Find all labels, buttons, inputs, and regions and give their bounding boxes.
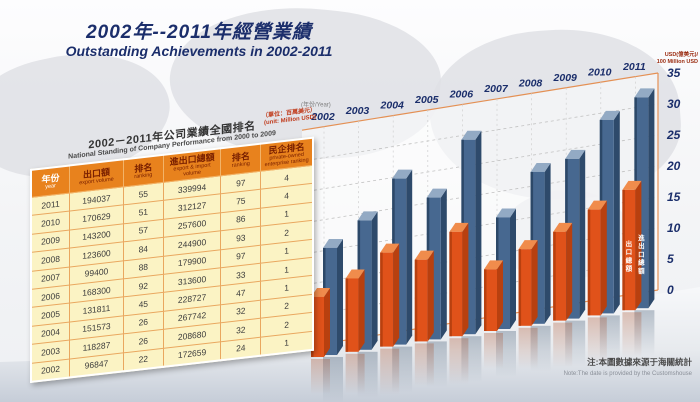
bar-export-2007 <box>484 260 503 331</box>
axis-tick-label: 15 <box>667 190 681 204</box>
axis-tick-label: 10 <box>667 221 681 235</box>
value-axis-unit-label: USD(億美元)/ <box>665 50 699 58</box>
bar-reflection <box>553 322 573 368</box>
svg-text:出: 出 <box>638 241 645 250</box>
axis-tick-label: 25 <box>666 128 681 142</box>
bar-reflection <box>484 333 503 369</box>
svg-text:額: 額 <box>625 264 633 273</box>
bar-export-2004 <box>380 243 400 347</box>
bar-reflection <box>587 317 607 364</box>
series-label-total: 進出口總額 <box>637 233 645 275</box>
bar-reflection <box>518 327 538 369</box>
svg-text:口: 口 <box>626 248 633 256</box>
svg-text:出: 出 <box>626 239 633 248</box>
svg-text:進: 進 <box>638 233 645 242</box>
svg-text:口: 口 <box>638 250 645 258</box>
source-note-en: Note:The date is provided by the Customs… <box>564 371 693 377</box>
bar-export-2005 <box>414 250 434 342</box>
year-label: 2007 <box>483 83 509 95</box>
bar-export-2003 <box>345 269 365 352</box>
source-note-zh: 注:本圖數據來源于海關統計 <box>587 357 692 367</box>
bar-export-2006 <box>449 222 469 337</box>
value-axis-unit-label: 100 Million USD <box>657 59 698 65</box>
ranking-table-card: （單位：百萬美元） (unit: Million USD) 2002－2011年… <box>30 107 316 383</box>
bar-reflection <box>380 348 400 395</box>
svg-text:總: 總 <box>638 258 645 267</box>
bar-export-2010 <box>587 200 607 316</box>
year-label: 2003 <box>345 105 370 117</box>
year-label: 2006 <box>449 89 474 101</box>
axis-tick-label: 35 <box>667 66 681 80</box>
bar-export-2009 <box>553 222 573 321</box>
bar-export-2011 <box>622 180 642 311</box>
bar-reflection <box>345 353 365 394</box>
svg-text:額: 額 <box>637 266 645 275</box>
svg-text:總: 總 <box>626 255 633 264</box>
year-label: 2009 <box>553 72 578 84</box>
ranking-table: 年份 year 出口額 export volume 排名 ranking 進出口總額 expo… <box>30 136 314 383</box>
axis-tick-label: 5 <box>667 252 674 266</box>
ranking-table-body: 2011 194037 55 339994 97 4 2010 170629 51 312127 7… <box>31 165 313 382</box>
year-label: 2004 <box>380 100 405 112</box>
year-label: 2002 <box>310 111 335 123</box>
main-title: 2002年--2011年經營業績 Outstanding Achievement… <box>34 22 364 59</box>
axis-tick-label: 20 <box>666 159 681 173</box>
year-label: 2008 <box>518 77 543 89</box>
year-label: 2010 <box>587 66 612 78</box>
year-label: 2011 <box>622 61 646 73</box>
value-cell: 24 <box>220 336 261 361</box>
bar-export-2008 <box>518 240 538 326</box>
year-axis-unit-label: (年份/Year) <box>301 101 331 109</box>
axis-tick-label: 30 <box>667 97 681 111</box>
bar-reflection <box>622 312 642 359</box>
value-cell: 22 <box>123 347 164 372</box>
year-label: 2005 <box>414 94 439 106</box>
gridline <box>301 72 659 131</box>
series-label-export: 出口總額 <box>625 239 633 273</box>
axis-tick-label: 0 <box>667 283 674 297</box>
main-title-zh: 2002年--2011年經營業績 <box>86 22 312 43</box>
main-title-en: Outstanding Achievements in 2002-2011 <box>65 43 333 59</box>
bar-reflection <box>414 343 434 387</box>
year-cell: 2002 <box>31 358 70 382</box>
bar-reflection <box>449 338 469 385</box>
bar-reflection <box>311 359 330 395</box>
